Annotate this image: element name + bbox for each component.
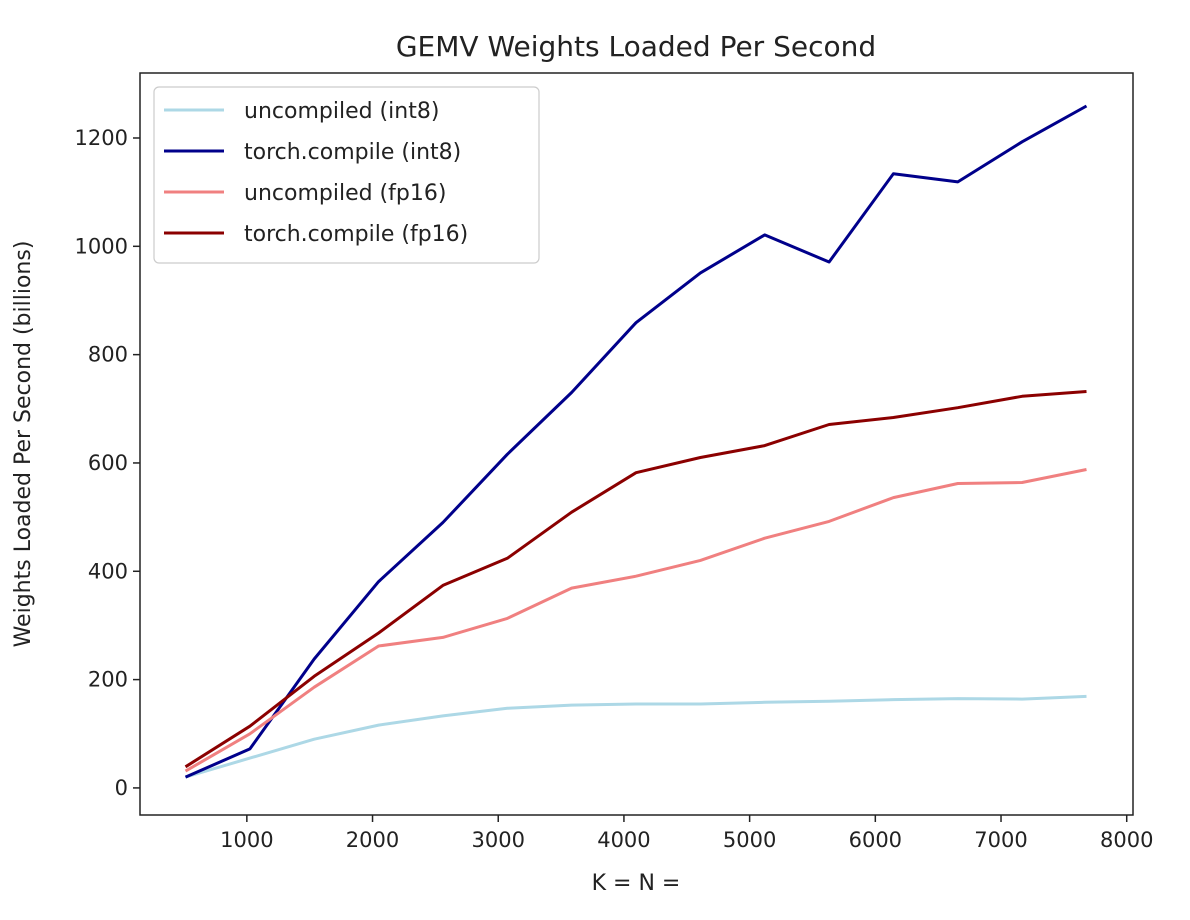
x-tick-label: 1000 — [220, 828, 273, 852]
y-tick-label: 1000 — [75, 234, 128, 258]
x-tick-label: 4000 — [597, 828, 650, 852]
x-tick-label: 3000 — [472, 828, 525, 852]
y-tick-label: 800 — [88, 343, 128, 367]
legend-box — [153, 86, 540, 264]
x-tick-label: 8000 — [1100, 828, 1153, 852]
x-tick-label: 6000 — [849, 828, 902, 852]
x-tick-label: 2000 — [346, 828, 399, 852]
y-tick-label: 400 — [88, 559, 128, 583]
legend-label: uncompiled (fp16) — [244, 181, 446, 206]
series-line-2 — [184, 468, 1087, 773]
y-tick-label: 1200 — [75, 126, 128, 150]
x-axis-label: K = N = — [592, 871, 681, 896]
x-tick-label: 7000 — [974, 828, 1027, 852]
y-axis-label: Weights Loaded Per Second (billions) — [11, 241, 36, 648]
legend: uncompiled (int8) torch.compile (int8) unc… — [153, 86, 540, 264]
y-tick-label: 200 — [88, 668, 128, 692]
series-line-1 — [184, 104, 1088, 779]
legend-label: uncompiled (int8) — [244, 99, 439, 124]
legend-label: torch.compile (fp16) — [244, 222, 468, 247]
chart-title: GEMV Weights Loaded Per Second — [396, 30, 876, 63]
plot-frame — [139, 72, 1134, 816]
series-line-0 — [185, 694, 1087, 779]
legend-label: torch.compile (int8) — [244, 140, 461, 165]
x-tick-label: 5000 — [723, 828, 776, 852]
y-tick-label: 600 — [88, 451, 128, 475]
y-tick-label: 0 — [115, 776, 128, 800]
series-line-3 — [184, 390, 1087, 769]
